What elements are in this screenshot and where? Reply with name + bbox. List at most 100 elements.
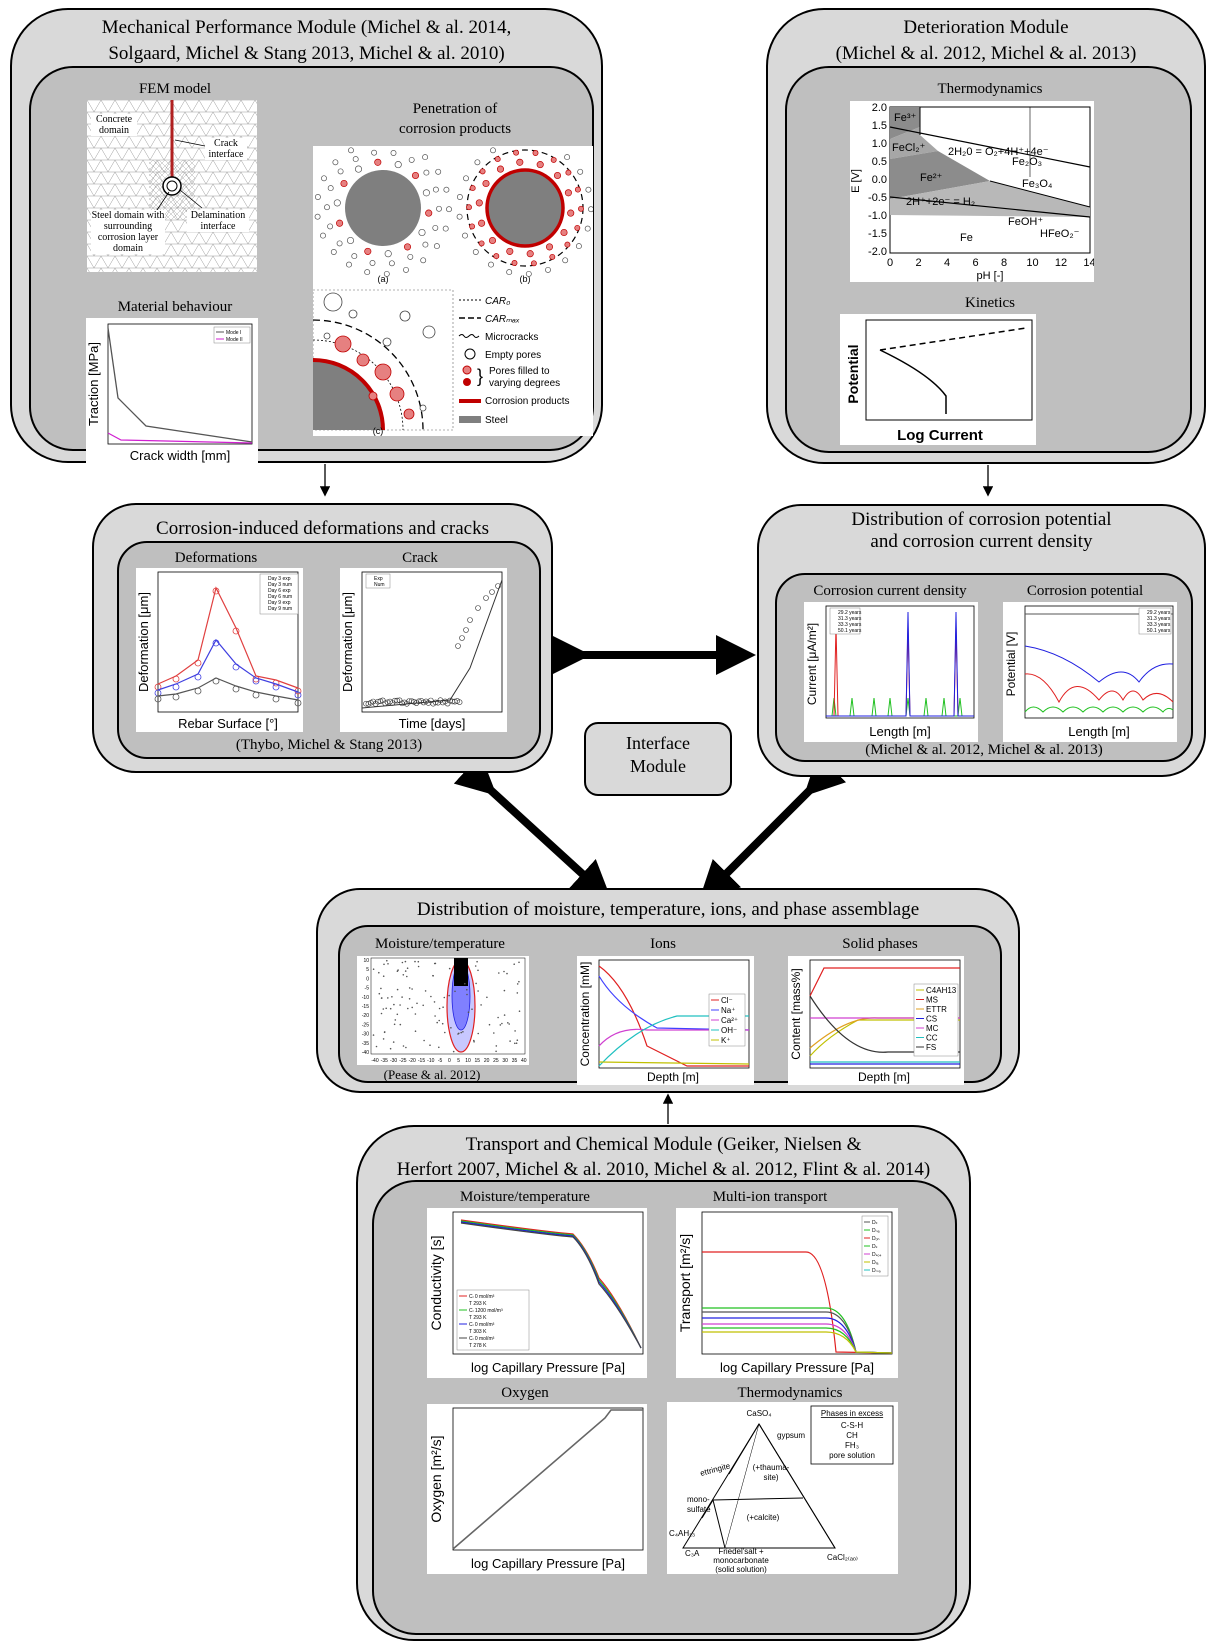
- mt-speck: [381, 997, 383, 999]
- mt-speck: [501, 1023, 503, 1025]
- mt-speck: [434, 963, 436, 965]
- mt-speck: [391, 996, 393, 998]
- mt-speck: [477, 970, 479, 972]
- mt-speck: [418, 966, 420, 968]
- mt-ytick: 10: [363, 958, 369, 964]
- tern-friedel1: Friedel'salt +: [718, 1547, 764, 1556]
- mit-legend-entry: Dₛₒ₄: [872, 1252, 881, 1258]
- mit-legend-entry: Dₖ: [872, 1244, 878, 1250]
- dm-mt-title: Moisture/temperature: [355, 935, 525, 953]
- ions-legend-entry: K⁺: [721, 1036, 731, 1045]
- solid-chart: Depth [m] Content [mass%] C4AH13 MS ETTR CS…: [788, 956, 964, 1085]
- mt-ytick: -40: [362, 1050, 369, 1056]
- mt-speck: [517, 992, 519, 994]
- ions-title: Ions: [578, 935, 748, 953]
- mt-speck: [407, 967, 409, 969]
- solid-legend-entry: MC: [926, 1024, 939, 1033]
- mt-speck: [407, 1008, 409, 1010]
- mt-speck: [376, 1046, 378, 1048]
- mt-speck: [390, 1008, 392, 1010]
- mt-speck: [480, 1004, 482, 1006]
- tc-title-2: Herfort 2007, Michel & al. 2010, Michel …: [358, 1158, 969, 1182]
- mt-speck: [415, 1013, 417, 1015]
- crack-title: Crack: [340, 549, 500, 567]
- solid-legend-entry: FS: [926, 1043, 936, 1052]
- mt-speck: [466, 989, 468, 991]
- ccd-chart: Length [m] Current [μA/m²] 29.2 years 31.…: [804, 602, 978, 742]
- mit-title: Multi-ion transport: [670, 1188, 870, 1206]
- mit-legend-entry: Dₗₗ: [872, 1220, 877, 1226]
- mt-speck: [496, 1045, 498, 1047]
- cp-title: Corrosion potential: [1000, 582, 1170, 600]
- mt-speck: [405, 970, 407, 972]
- solid-legend-entry: CC: [926, 1034, 938, 1043]
- mt-speck: [508, 1023, 510, 1025]
- mt-speck: [416, 1003, 418, 1005]
- mt-speck: [373, 968, 375, 970]
- ternary-diagram: CaSO₄ gypsum ettringite (+thauma- site) …: [667, 1402, 898, 1574]
- mt-speck: [457, 1033, 459, 1035]
- mt-xtick: -10: [427, 1058, 434, 1064]
- mt-xtick: 0: [448, 1058, 451, 1064]
- mt-speck: [504, 1014, 506, 1016]
- mt-speck: [444, 997, 446, 999]
- deform-legend-entry: Day 9 num: [268, 606, 292, 612]
- cond-legend-entry: Cₗ 0 mol/m³: [469, 1336, 495, 1342]
- mt-speck: [400, 1024, 402, 1026]
- mt-xtick: -20: [409, 1058, 416, 1064]
- cond-legend-entry: T 278 K: [469, 1343, 487, 1349]
- mt-speck: [390, 1048, 392, 1050]
- mt-xtick: 40: [521, 1058, 527, 1064]
- tern-top: CaSO₄: [746, 1409, 771, 1418]
- mt-speck: [394, 1024, 396, 1026]
- crack-legend-entry: Num: [374, 582, 385, 588]
- cc-citation: (Thybo, Michel & Stang 2013): [117, 737, 541, 754]
- mt-speck: [503, 971, 505, 973]
- mt-speck: [477, 990, 479, 992]
- cp-legend-entry: 50.1 years: [1147, 628, 1171, 634]
- tern-thauma2: site): [763, 1473, 778, 1482]
- mt-speck: [460, 1032, 462, 1034]
- mt-speck: [399, 1004, 401, 1006]
- tern-calcite: (+calcite): [747, 1513, 780, 1522]
- mt-speck: [449, 968, 451, 970]
- mt-speck: [425, 990, 427, 992]
- solid-xlabel: Depth [m]: [858, 1070, 910, 1084]
- mt-xtick: 10: [465, 1058, 471, 1064]
- mt-speck: [383, 964, 385, 966]
- tern-c3a: C₃A: [685, 1549, 700, 1558]
- cond-legend-entry: T 293 K: [469, 1315, 487, 1321]
- mt-ytick: -30: [362, 1032, 369, 1038]
- mt-speck: [383, 975, 385, 977]
- tern-thauma1: (+thauma-: [753, 1463, 790, 1472]
- mt-speck: [439, 1008, 441, 1010]
- mt-speck: [384, 1031, 386, 1033]
- mt-speck: [395, 1019, 397, 1021]
- tc-mt-title: Moisture/temperature: [425, 1188, 625, 1206]
- interface-module: Interface Module: [584, 722, 732, 796]
- cond-xlabel: log Capillary Pressure [Pa]: [471, 1360, 625, 1375]
- mt-speck: [486, 997, 488, 999]
- tern-friedel2: monocarbonate: [713, 1556, 769, 1565]
- mt-speck: [493, 1032, 495, 1034]
- mt-speck: [387, 963, 389, 965]
- mt-speck: [434, 1001, 436, 1003]
- mt-speck: [422, 1005, 424, 1007]
- ions-legend-entry: OH⁻: [721, 1026, 737, 1035]
- mt-speck: [436, 1022, 438, 1024]
- mt-speck: [383, 1038, 385, 1040]
- mt-speck: [513, 963, 515, 965]
- tern-friedel3: (solid solution): [715, 1565, 767, 1574]
- mt-ytick: -15: [362, 1004, 369, 1010]
- tern-excess-pore: pore solution: [829, 1451, 875, 1460]
- mt-speck: [477, 1033, 479, 1035]
- ions-legend-entry: Ca²⁺: [721, 1016, 738, 1025]
- mt-speck: [411, 988, 413, 990]
- mit-legend-entry: Dₙₐ: [872, 1228, 880, 1234]
- mt-speck: [438, 1020, 440, 1022]
- cc-title: Corrosion-induced deformations and crack…: [94, 517, 551, 541]
- mt-speck: [378, 972, 380, 974]
- tc-title-1: Transport and Chemical Module (Geiker, N…: [358, 1133, 969, 1157]
- tern-excess-fh3: FH₃: [845, 1441, 859, 1450]
- mt-xtick: 30: [502, 1058, 508, 1064]
